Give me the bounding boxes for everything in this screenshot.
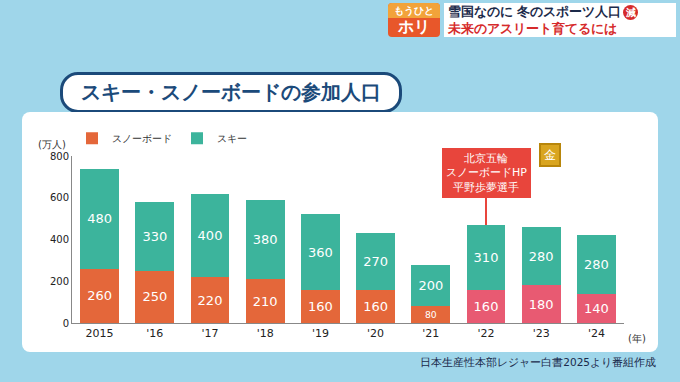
svg-text:80: 80 (425, 309, 437, 320)
svg-text:'18: '18 (257, 327, 274, 340)
svg-text:(年): (年) (628, 333, 646, 344)
svg-text:380: 380 (253, 232, 278, 247)
svg-text:'21: '21 (422, 327, 439, 340)
svg-text:200: 200 (50, 276, 69, 287)
svg-text:260: 260 (87, 288, 112, 303)
svg-text:スノーボード: スノーボード (112, 133, 172, 144)
svg-text:'22: '22 (477, 327, 494, 340)
svg-text:200: 200 (418, 278, 443, 293)
svg-text:140: 140 (584, 301, 609, 316)
svg-text:'20: '20 (367, 327, 384, 340)
svg-text:330: 330 (142, 229, 167, 244)
svg-text:250: 250 (142, 289, 167, 304)
svg-text:160: 160 (474, 299, 499, 314)
svg-text:'23: '23 (533, 327, 550, 340)
svg-text:270: 270 (363, 254, 388, 269)
svg-text:(万人): (万人) (38, 139, 66, 150)
svg-text:310: 310 (474, 250, 499, 265)
html-text:ホリ: ホリ (398, 17, 430, 36)
html-text:日本生産性本部レジャー白書2025より番組作成: 日本生産性本部レジャー白書2025より番組作成 (420, 356, 656, 368)
html-text:未来のアスリート育てるには: 未来のアスリート育てるには (448, 21, 617, 36)
svg-text:'17: '17 (201, 327, 218, 340)
svg-text:220: 220 (198, 293, 223, 308)
svg-text:'24: '24 (588, 327, 605, 340)
svg-text:400: 400 (198, 228, 223, 243)
svg-text:360: 360 (308, 245, 333, 260)
svg-text:280: 280 (584, 257, 609, 272)
html-text:雪国なのに 冬のスポーツ人口 減: 雪国なのに 冬のスポーツ人口 減 (448, 4, 636, 19)
svg-text:'16: '16 (146, 327, 163, 340)
html-text:もうひと: もうひと (394, 5, 434, 16)
svg-text:600: 600 (50, 192, 69, 203)
svg-text:'19: '19 (312, 327, 329, 340)
svg-text:スキー: スキー (217, 133, 247, 144)
svg-text:800: 800 (50, 151, 69, 162)
svg-text:210: 210 (253, 294, 278, 309)
svg-text:480: 480 (87, 211, 112, 226)
html-text:スキー・スノーボードの参加人口: スキー・スノーボードの参加人口 (81, 80, 381, 104)
svg-text:280: 280 (529, 249, 554, 264)
svg-text:2015: 2015 (86, 327, 114, 340)
svg-text:160: 160 (308, 299, 333, 314)
svg-text:金: 金 (544, 148, 556, 162)
svg-text:北京五輪スノーボードHP平野歩夢選手: 北京五輪スノーボードHP平野歩夢選手 (446, 152, 527, 194)
svg-text:180: 180 (529, 297, 554, 312)
svg-text:160: 160 (363, 299, 388, 314)
svg-text:0: 0 (63, 318, 69, 329)
svg-text:400: 400 (50, 234, 69, 245)
